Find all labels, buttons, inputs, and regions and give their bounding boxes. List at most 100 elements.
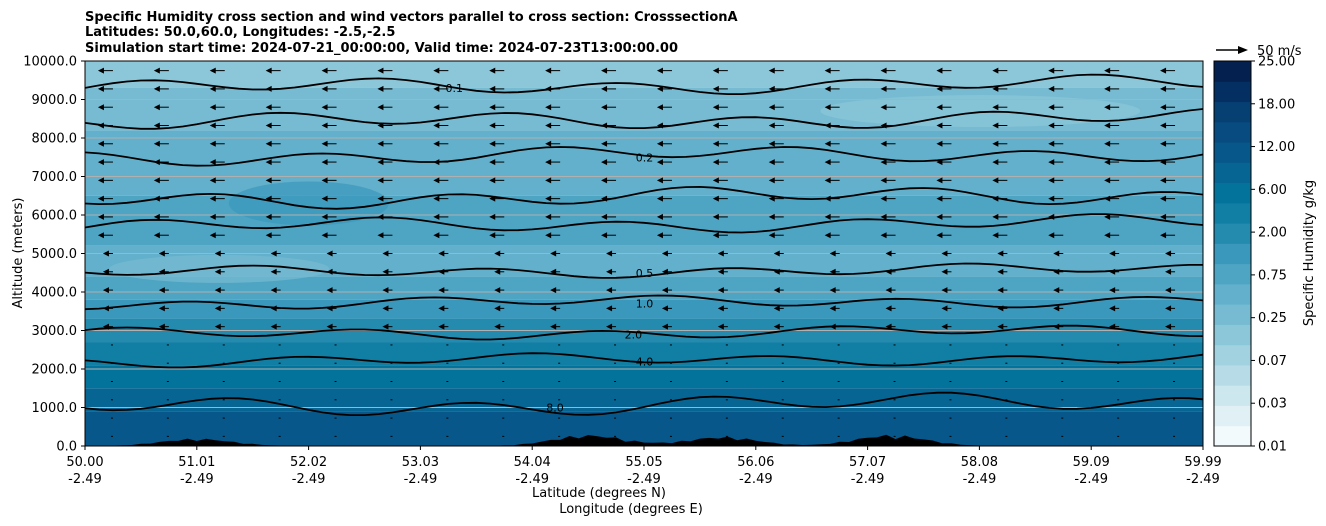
contour-label-8.0: 8.0 [546, 402, 564, 415]
y-tick-label-3: 3000.0 [32, 324, 78, 339]
wind-arrow [214, 268, 225, 275]
wind-arrow [270, 287, 281, 294]
colorbar-segment-1 [1214, 405, 1251, 427]
contour-label-2.0: 2.0 [625, 328, 643, 341]
wind-arrow [1053, 323, 1064, 330]
wind-arrow [489, 177, 505, 184]
wind-arrow [992, 232, 1008, 239]
colorbar-segment-6 [1214, 304, 1251, 325]
wind-arrow [768, 67, 784, 74]
wind-arrow [829, 323, 840, 330]
colorbar-segment-17 [1214, 81, 1251, 103]
wind-arrow [153, 195, 169, 202]
colorbar-tick-label-0: 0.01 [1258, 440, 1287, 455]
x-tick-label-lat-7: 57.07 [849, 455, 886, 470]
wind-arrow [829, 268, 840, 275]
wind-arrow [209, 232, 225, 239]
wind-arrow [153, 159, 169, 166]
wind-arrow [265, 232, 281, 239]
colorbar-tick-label-9: 25.00 [1258, 55, 1295, 70]
wind-arrow [433, 195, 449, 202]
wind-arrow [209, 159, 225, 166]
wind-arrow [377, 67, 393, 74]
wind-arrow [489, 140, 505, 147]
wind-arrow [712, 140, 728, 147]
x-tick-label-lon-6: -2.49 [739, 472, 773, 487]
wind-arrow [661, 287, 672, 294]
wind-arrow [717, 323, 728, 330]
humidity-patch-moist [228, 181, 389, 226]
wind-arrow [824, 177, 840, 184]
wind-arrow [265, 85, 281, 92]
wind-arrow [712, 122, 728, 129]
wind-arrow [885, 323, 896, 330]
humidity-filled-contours [85, 61, 1203, 446]
wind-arrow [824, 122, 840, 129]
x-tick-label-lon-3: -2.49 [404, 472, 438, 487]
wind-arrow [712, 213, 728, 220]
wind-arrow [712, 195, 728, 202]
wind-arrow [550, 287, 561, 294]
wind-arrow [824, 159, 840, 166]
x-tick-label-lon-5: -2.49 [627, 472, 661, 487]
wind-arrow [656, 159, 672, 166]
wind-arrow [941, 268, 952, 275]
wind-arrow [489, 67, 505, 74]
wind-arrow [712, 85, 728, 92]
wind-arrow [829, 250, 840, 257]
wind-arrow [1160, 213, 1176, 220]
wind-arrow [1109, 268, 1120, 275]
wind-arrow [321, 140, 337, 147]
wind-arrow [377, 140, 393, 147]
wind-arrow [545, 85, 561, 92]
wind-arrow [494, 250, 505, 257]
humidity-band-8 [85, 342, 1203, 366]
wind-arrow [321, 159, 337, 166]
wind-arrow [382, 268, 393, 275]
wind-arrow [1109, 323, 1120, 330]
wind-arrow [489, 213, 505, 220]
wind-arrow [433, 177, 449, 184]
colorbar-segment-0 [1214, 425, 1251, 447]
colorbar-segment-7 [1214, 283, 1251, 305]
wind-arrow [97, 195, 113, 202]
wind-arrow [656, 67, 672, 74]
colorbar: 0.01 0.03 0.07 0.25 0.75 2.00 6.00 12.00 18.00 25… [1213, 55, 1317, 455]
colorbar-segment-4 [1214, 344, 1251, 366]
quiver-key: 50 m/s [1216, 44, 1302, 59]
wind-arrow [214, 305, 225, 312]
wind-arrow [880, 232, 896, 239]
wind-arrow [377, 159, 393, 166]
wind-arrow [601, 232, 617, 239]
wind-arrow [209, 213, 225, 220]
contour-line-0.5-mid [85, 213, 1203, 234]
wind-arrow [265, 159, 281, 166]
wind-arrow [97, 104, 113, 111]
x-tick-label-lat-8: 58.08 [961, 455, 998, 470]
wind-arrow [102, 305, 113, 312]
wind-arrow [1048, 122, 1064, 129]
wind-arrow [1104, 177, 1120, 184]
colorbar-tick-label-7: 12.00 [1258, 140, 1295, 155]
wind-arrow [606, 323, 617, 330]
wind-arrow [270, 305, 281, 312]
wind-arrow [606, 305, 617, 312]
colorbar-tick-label-1: 0.03 [1258, 397, 1287, 412]
wind-arrow [661, 323, 672, 330]
wind-arrow [1104, 122, 1120, 129]
wind-arrow [438, 250, 449, 257]
contour-line-8.0 [85, 391, 1203, 417]
wind-arrow [1160, 159, 1176, 166]
wind-arrow [545, 213, 561, 220]
wind-arrow [773, 250, 784, 257]
contour-label-0.2: 0.2 [636, 151, 654, 164]
wind-arrow [377, 177, 393, 184]
x-tick-label-lon-9: -2.49 [1074, 472, 1108, 487]
title-line-2: Latitudes: 50.0,60.0, Longitudes: -2.5,-… [85, 25, 395, 40]
contour-line-0.2-upper [85, 108, 1203, 130]
chart-title: Specific Humidity cross section and wind… [85, 10, 738, 56]
wind-arrow [997, 268, 1008, 275]
colorbar-segment-10 [1214, 223, 1251, 244]
wind-arrow [824, 67, 840, 74]
